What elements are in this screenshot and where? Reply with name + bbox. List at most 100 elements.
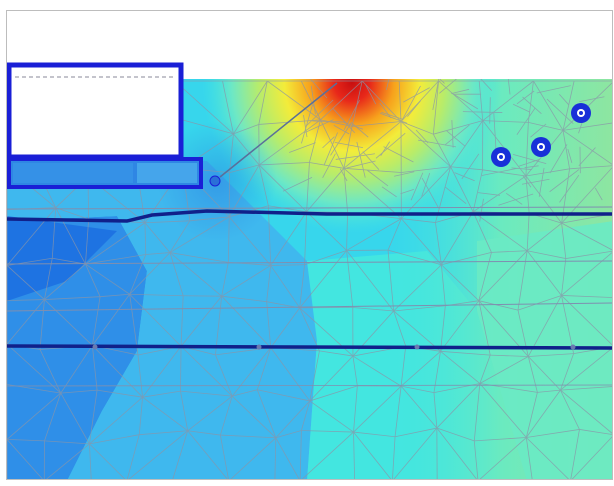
mesh-edge [92,345,143,398]
mesh-edge [335,153,375,160]
mesh-edge [301,430,354,433]
mesh-edge [361,80,402,122]
mesh-edge [407,100,421,117]
mesh-edge [472,175,527,213]
mesh-edge [421,177,440,209]
mesh-edge [493,112,497,152]
mesh-edge [309,119,321,163]
mesh-edge [400,385,438,429]
mesh-edge [346,218,402,251]
mesh-edge [400,188,414,195]
mesh-edge [526,222,562,252]
mesh-edge [433,120,483,135]
mesh-edge [300,400,311,431]
anchor-node-icon [570,344,576,350]
layer-line-3 [7,302,612,312]
mesh-edge [7,439,44,479]
mesh-edge [142,396,188,432]
mesh-edge [128,430,188,479]
mesh-edge [381,186,397,198]
mesh-edge [560,353,574,391]
mesh-edge [560,389,612,434]
mesh-edge [352,121,402,127]
mesh-edge [275,437,300,479]
corner-node-icon [209,175,221,187]
mesh-edge [393,427,438,479]
mesh-edge [189,216,230,222]
mesh-edge [221,295,271,348]
mesh-edge [322,153,336,179]
mesh-edge [401,385,435,394]
mesh-edge [527,80,534,123]
mesh-edge [511,167,532,170]
mesh-edge [400,121,434,135]
mesh-edge [55,207,86,265]
mesh-edge [351,80,363,127]
mesh-edge [536,85,571,94]
mesh-edge [89,396,143,445]
mesh-edge [479,437,527,479]
mesh-edge [410,172,424,201]
mesh-edge [270,307,301,348]
mesh-edge [312,120,347,123]
mesh-edge [301,104,313,144]
mesh-edge [579,429,612,435]
mesh-edge [323,132,338,166]
mesh-edge [478,252,492,301]
mesh-edge [330,122,352,156]
mesh-edge [169,252,222,297]
mesh-edge [522,96,542,114]
mesh-edge [7,265,45,300]
mesh-edge [441,264,480,301]
mesh-edge [454,172,475,182]
mesh-edge [516,107,536,135]
mesh-edge [303,114,308,138]
mesh-edge [270,347,311,402]
mesh-edge [561,295,575,354]
mesh-edge [516,90,535,105]
mesh-edge [446,130,466,147]
mesh-edge [89,443,126,479]
mesh-edge [362,151,380,170]
mesh-edge [570,429,580,479]
mesh-edge [526,213,530,251]
mesh-edge [461,153,480,180]
mesh-edge [100,293,130,298]
mesh-edge [380,141,391,156]
mesh-edge [137,354,143,398]
mesh-edge [489,97,491,124]
mesh-edge [7,343,62,394]
mesh-edge [521,178,550,185]
mesh-edge [549,169,580,193]
mesh-edge [44,258,53,300]
mesh-edge [169,220,191,253]
mesh-edge [594,187,603,201]
mesh-edge [256,389,277,438]
mesh-edge [320,80,363,121]
anchor-node-icon [256,344,262,350]
mesh-edge [44,296,101,300]
mesh-edge [561,258,567,296]
mesh-edge [51,207,57,259]
mesh-edge [221,295,267,303]
mesh-edge [462,111,503,113]
mesh-edge [180,295,184,347]
mesh-edge [527,356,561,391]
mesh-edge [44,299,93,346]
mesh-edge [142,346,182,398]
mesh-edge [526,429,580,438]
mesh-edge [477,192,500,196]
mesh-edge [60,345,93,394]
mesh-edge [561,295,612,298]
mesh-edge [169,252,184,296]
mesh-edge [233,124,259,135]
inclined-strut [219,82,338,178]
mesh-edge [266,265,272,302]
mesh-edge [512,154,547,165]
mesh-edge [387,218,402,251]
mesh-edge [7,207,57,266]
mesh-edge [451,120,454,148]
mesh-edge [270,264,305,266]
mesh-edge [565,250,612,259]
mesh-edge [394,171,415,177]
